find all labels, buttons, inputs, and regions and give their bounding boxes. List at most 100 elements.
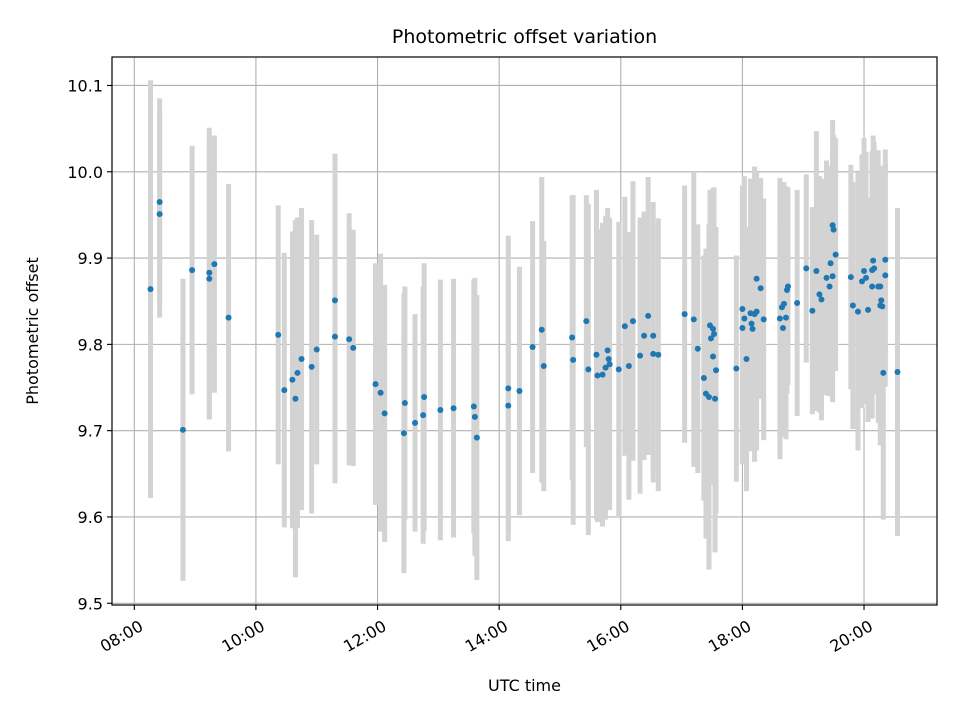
data-point [710, 325, 717, 332]
data-point [594, 372, 601, 379]
data-point [401, 400, 408, 407]
data-point [894, 368, 901, 375]
data-point [877, 283, 884, 290]
data-point [275, 331, 282, 338]
data-point [809, 307, 816, 314]
data-point [861, 268, 868, 275]
y-tick-label: 10.0 [67, 163, 103, 182]
data-point [298, 356, 305, 363]
data-point [823, 274, 830, 281]
data-point [753, 308, 760, 315]
data-point [753, 275, 760, 282]
data-point [830, 226, 837, 233]
data-point [281, 387, 288, 394]
data-point [743, 356, 750, 363]
y-tick-label: 9.9 [78, 249, 103, 268]
data-point [870, 257, 877, 264]
data-point [377, 389, 384, 396]
data-point [606, 361, 613, 368]
data-point [880, 369, 887, 376]
data-point [602, 364, 609, 371]
data-point [816, 291, 823, 298]
data-point [832, 251, 839, 258]
data-point [827, 260, 834, 267]
y-tick-label: 10.1 [67, 76, 103, 95]
data-point [829, 273, 836, 280]
data-point [346, 336, 353, 343]
data-point [400, 430, 407, 437]
data-point [437, 406, 444, 413]
data-point [331, 297, 338, 304]
data-point [710, 353, 717, 360]
data-point [733, 365, 740, 372]
data-point [331, 333, 338, 340]
data-point [421, 394, 428, 401]
data-point [225, 314, 232, 321]
data-point [785, 283, 792, 290]
data-point [292, 395, 299, 402]
data-point [681, 311, 688, 318]
y-tick-label: 9.5 [78, 594, 103, 613]
data-point [865, 306, 872, 313]
data-point [741, 315, 748, 322]
data-point [739, 305, 746, 312]
data-point [189, 267, 196, 274]
data-point [645, 312, 652, 319]
y-tick-label: 9.7 [78, 422, 103, 441]
data-point [294, 369, 301, 376]
data-point [776, 315, 783, 322]
data-point [605, 356, 612, 363]
data-point [147, 286, 154, 293]
data-point [713, 367, 720, 374]
data-point [711, 331, 718, 338]
data-point [637, 352, 644, 359]
data-point [779, 324, 786, 331]
data-point [629, 318, 636, 325]
data-point [694, 345, 701, 352]
data-point [381, 410, 388, 417]
data-point [412, 419, 419, 426]
data-point [420, 412, 427, 419]
x-axis-title: UTC time [488, 676, 561, 695]
data-point [583, 318, 590, 325]
data-point [473, 434, 480, 441]
data-point [739, 324, 746, 331]
y-axis-ticks: 9.5 9.6 9.7 9.8 9.9 10.0 10.1 [67, 76, 112, 613]
data-point [156, 198, 163, 205]
data-point [871, 265, 878, 272]
data-point [621, 323, 628, 330]
data-point [757, 285, 764, 292]
data-point [712, 395, 719, 402]
data-point [705, 394, 712, 401]
data-point [206, 269, 213, 276]
data-point [650, 332, 657, 339]
y-axis-title: Photometric offset [23, 257, 42, 405]
data-point [813, 268, 820, 275]
data-point [879, 303, 886, 310]
data-point [878, 297, 885, 304]
data-point [760, 316, 767, 323]
data-point [450, 405, 457, 412]
y-tick-label: 9.8 [78, 335, 103, 354]
data-point [538, 326, 545, 333]
data-point [818, 296, 825, 303]
data-point [570, 356, 577, 363]
data-point [516, 387, 523, 394]
data-point [529, 343, 536, 350]
data-point [650, 350, 657, 357]
data-point [641, 332, 648, 339]
data-point [593, 351, 600, 358]
data-point [471, 413, 478, 420]
data-point [707, 335, 714, 342]
data-point [372, 381, 379, 388]
data-point [156, 211, 163, 218]
data-point [854, 308, 861, 315]
data-point [211, 261, 218, 268]
data-point [350, 344, 357, 351]
data-point [505, 402, 512, 409]
data-point [206, 275, 213, 282]
data-point [585, 366, 592, 373]
data-point [863, 274, 870, 281]
data-point [625, 362, 632, 369]
